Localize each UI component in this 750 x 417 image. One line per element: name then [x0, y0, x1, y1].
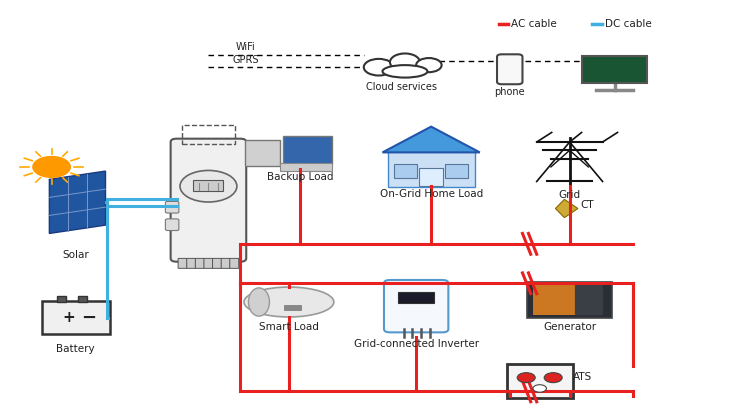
FancyBboxPatch shape [497, 54, 523, 84]
Text: ATS: ATS [574, 372, 592, 382]
FancyBboxPatch shape [42, 301, 110, 334]
FancyBboxPatch shape [284, 305, 301, 310]
FancyBboxPatch shape [446, 164, 468, 178]
FancyBboxPatch shape [398, 292, 434, 303]
Ellipse shape [364, 59, 394, 75]
FancyBboxPatch shape [78, 296, 87, 302]
Ellipse shape [244, 287, 334, 317]
Text: Cloud services: Cloud services [366, 82, 436, 92]
Text: Smart Load: Smart Load [259, 322, 319, 332]
Ellipse shape [390, 53, 420, 71]
FancyBboxPatch shape [212, 259, 221, 269]
FancyBboxPatch shape [166, 219, 178, 231]
Text: Generator: Generator [543, 322, 596, 332]
Text: On-Grid Home Load: On-Grid Home Load [380, 189, 483, 199]
FancyBboxPatch shape [221, 259, 230, 269]
FancyBboxPatch shape [195, 259, 204, 269]
Text: Grid: Grid [559, 190, 580, 200]
Circle shape [33, 156, 70, 177]
Circle shape [533, 385, 547, 392]
FancyBboxPatch shape [178, 259, 187, 269]
FancyBboxPatch shape [194, 181, 224, 191]
FancyBboxPatch shape [204, 259, 213, 269]
FancyBboxPatch shape [245, 140, 280, 166]
FancyBboxPatch shape [187, 259, 196, 269]
FancyBboxPatch shape [394, 164, 417, 178]
Text: Battery: Battery [56, 344, 94, 354]
FancyBboxPatch shape [582, 56, 646, 83]
FancyBboxPatch shape [166, 201, 178, 213]
Polygon shape [50, 171, 106, 234]
FancyBboxPatch shape [507, 364, 573, 397]
Text: phone: phone [494, 87, 525, 97]
FancyBboxPatch shape [533, 285, 584, 315]
Text: CT: CT [580, 200, 595, 210]
FancyBboxPatch shape [230, 259, 238, 269]
Polygon shape [556, 199, 578, 218]
Text: AC cable: AC cable [512, 18, 557, 28]
Text: Backup Load: Backup Load [267, 172, 334, 182]
Text: Solar: Solar [62, 250, 89, 260]
Polygon shape [382, 127, 480, 152]
Ellipse shape [248, 288, 269, 316]
FancyBboxPatch shape [283, 136, 332, 164]
Circle shape [180, 171, 237, 202]
Text: −: − [81, 309, 96, 327]
FancyBboxPatch shape [384, 280, 448, 332]
Text: WiFi: WiFi [236, 42, 256, 52]
Text: DC cable: DC cable [604, 18, 652, 28]
Text: GPRS: GPRS [232, 55, 259, 65]
Text: +: + [62, 310, 75, 325]
Ellipse shape [416, 58, 442, 72]
FancyBboxPatch shape [58, 296, 67, 302]
FancyBboxPatch shape [171, 139, 246, 262]
Circle shape [518, 373, 536, 383]
Text: Grid-connected Inverter: Grid-connected Inverter [353, 339, 478, 349]
FancyBboxPatch shape [575, 284, 603, 315]
FancyBboxPatch shape [527, 281, 612, 318]
FancyBboxPatch shape [388, 151, 475, 187]
FancyBboxPatch shape [419, 168, 443, 186]
FancyBboxPatch shape [280, 163, 332, 171]
Circle shape [544, 373, 562, 383]
Ellipse shape [382, 65, 427, 78]
